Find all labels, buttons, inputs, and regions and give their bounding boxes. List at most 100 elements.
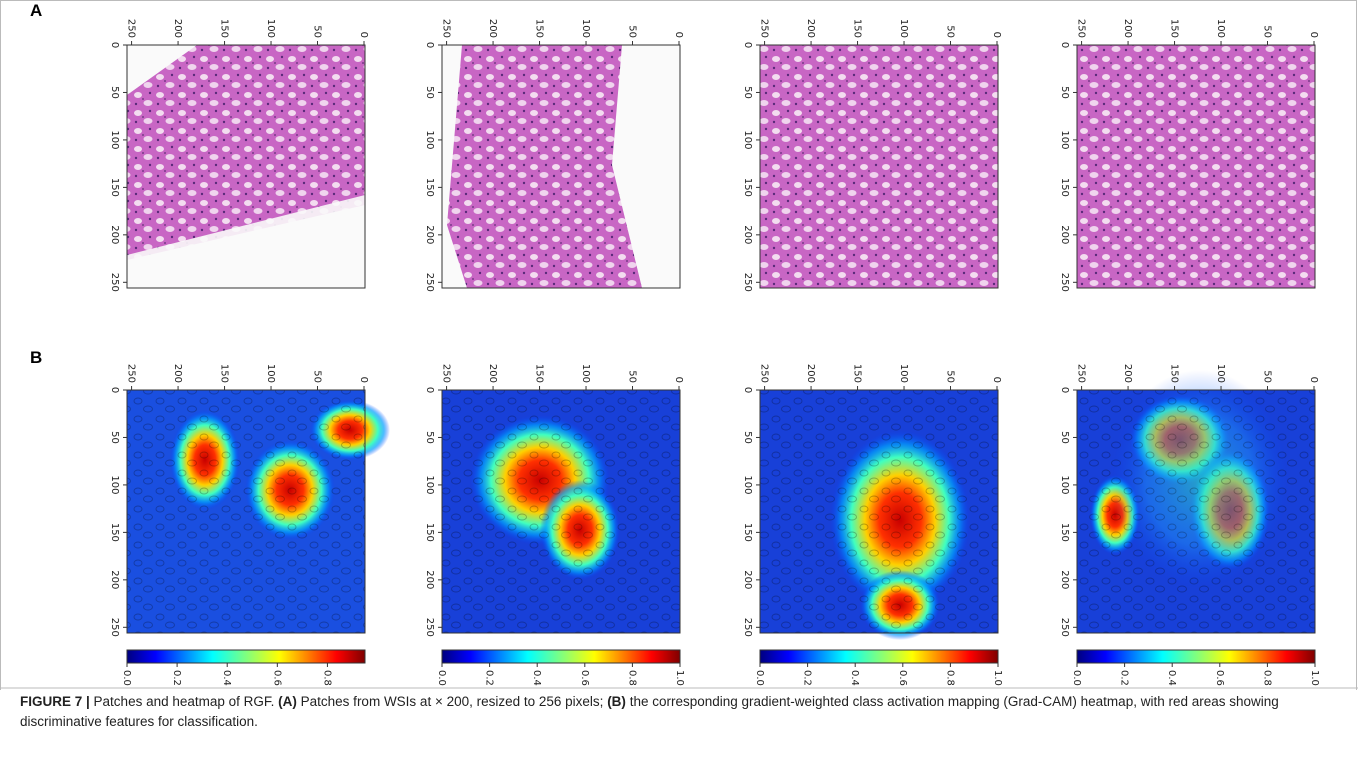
y-tick-label: 50 (109, 86, 120, 99)
texture (127, 390, 365, 633)
y-tick-label: 0 (109, 42, 120, 48)
x-tick-label: 50 (945, 25, 956, 38)
y-tick-label: 50 (1059, 86, 1070, 99)
colorbar-tick-label: 0.2 (802, 670, 813, 686)
caption-text: Patches from WSIs at × 200, resized to 2… (296, 694, 608, 709)
x-tick-label: 50 (627, 370, 638, 383)
x-tick-label: 0 (358, 377, 369, 383)
x-tick-label: 0 (1308, 32, 1319, 38)
y-tick-label: 100 (424, 130, 435, 149)
y-tick-label: 100 (742, 475, 753, 494)
x-tick-label: 250 (126, 19, 137, 38)
image-frame (1076, 389, 1316, 634)
colorbar-tick-label: 0.6 (897, 670, 908, 686)
y-tick-label: 150 (742, 178, 753, 197)
image-frame (1076, 44, 1316, 289)
x-tick-label: 250 (759, 364, 770, 383)
panel-label: B (30, 348, 42, 367)
image (127, 45, 365, 288)
y-tick-label: 50 (742, 431, 753, 444)
y-tick-label: 250 (109, 618, 120, 637)
y-tick-label: 100 (1059, 475, 1070, 494)
x-tick-label: 50 (1262, 370, 1273, 383)
y-tick-label: 250 (742, 618, 753, 637)
image (760, 45, 998, 288)
y-tick-label: 250 (742, 273, 753, 292)
colorbar-tick-label: 0.8 (626, 670, 637, 686)
tissue-image (760, 45, 998, 288)
colorbar-tick-label: 0.4 (221, 670, 232, 686)
image (127, 390, 390, 633)
y-tick-label: 200 (742, 225, 753, 244)
y-tick-label: 150 (424, 178, 435, 197)
background (127, 45, 365, 288)
x-tick-label: 100 (580, 19, 591, 38)
y-tick-label: 100 (109, 475, 120, 494)
x-tick-label: 50 (1262, 25, 1273, 38)
x-tick-label: 100 (265, 364, 276, 383)
figure-border (0, 0, 1357, 690)
x-tick-label: 150 (852, 19, 863, 38)
colorbar-tick-label: 0.4 (849, 670, 860, 686)
colorbar-tick-label: 0.0 (1071, 670, 1082, 686)
y-tick-label: 200 (1059, 570, 1070, 589)
colorbar (759, 649, 999, 664)
x-tick-label: 150 (1169, 364, 1180, 383)
x-tick-label: 100 (1215, 364, 1226, 383)
colorbar-tick-label: 0.0 (754, 670, 765, 686)
background (442, 45, 680, 288)
y-tick-label: 200 (1059, 225, 1070, 244)
y-tick-label: 0 (1059, 387, 1070, 393)
x-tick-label: 100 (1215, 19, 1226, 38)
y-tick-label: 250 (1059, 273, 1070, 292)
y-tick-label: 100 (424, 475, 435, 494)
colorbar-tick-label: 0.2 (1119, 670, 1130, 686)
x-tick-label: 200 (172, 19, 183, 38)
y-tick-label: 0 (742, 42, 753, 48)
y-tick-label: 100 (1059, 130, 1070, 149)
caption: FIGURE 7 | Patches and heatmap of RGF. (… (20, 692, 1340, 732)
colorbar (441, 649, 681, 664)
x-tick-label: 50 (312, 25, 323, 38)
panel-label: A (30, 1, 42, 20)
x-tick-label: 200 (1122, 364, 1133, 383)
image-frame (759, 389, 999, 634)
texture (760, 390, 998, 633)
x-tick-label: 200 (805, 19, 816, 38)
texture (442, 390, 680, 633)
x-tick-label: 150 (534, 19, 545, 38)
x-tick-label: 150 (534, 364, 545, 383)
y-tick-label: 200 (424, 225, 435, 244)
y-tick-label: 50 (742, 86, 753, 99)
x-tick-label: 250 (1076, 19, 1087, 38)
y-tick-label: 250 (109, 273, 120, 292)
y-tick-label: 200 (742, 570, 753, 589)
image-frame (441, 44, 681, 289)
caption-text: Patches and heatmap of RGF. (89, 694, 279, 709)
y-tick-label: 50 (424, 431, 435, 444)
x-tick-label: 250 (126, 364, 137, 383)
x-tick-label: 150 (219, 19, 230, 38)
x-tick-label: 200 (487, 364, 498, 383)
x-tick-label: 250 (441, 364, 452, 383)
y-tick-label: 150 (109, 178, 120, 197)
colorbar-tick-label: 0.4 (1166, 670, 1177, 686)
x-tick-label: 250 (441, 19, 452, 38)
y-tick-label: 150 (424, 523, 435, 542)
y-tick-label: 150 (1059, 523, 1070, 542)
tissue-image (1077, 45, 1315, 288)
caption-text: (A) (278, 694, 297, 709)
image (760, 390, 998, 640)
x-tick-label: 200 (805, 364, 816, 383)
x-tick-label: 50 (627, 25, 638, 38)
image (442, 45, 680, 288)
y-tick-label: 100 (109, 130, 120, 149)
x-tick-label: 200 (487, 19, 498, 38)
y-tick-label: 150 (1059, 178, 1070, 197)
y-tick-label: 200 (109, 225, 120, 244)
y-tick-label: 200 (109, 570, 120, 589)
x-tick-label: 100 (580, 364, 591, 383)
colorbar-tick-label: 0.0 (121, 670, 132, 686)
image (1077, 45, 1315, 288)
